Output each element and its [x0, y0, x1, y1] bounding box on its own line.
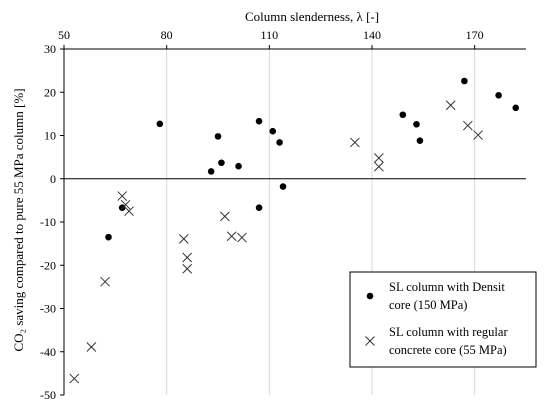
- regular-point-11: [237, 232, 247, 243]
- data-points: [69, 77, 520, 384]
- legend-marker-regular: [365, 336, 375, 346]
- x-tick-label-170: 170: [466, 28, 484, 42]
- densit-point-11: [279, 183, 287, 190]
- y-axis-title: CO₂ saving compared to pure 55 MPa colum…: [11, 88, 26, 351]
- regular-point-12: [350, 137, 360, 148]
- x-axis-title: Column slenderness, λ [-]: [245, 9, 379, 24]
- regular-point-3: [117, 191, 128, 201]
- densit-point-5: [218, 159, 225, 167]
- densit-point-6: [235, 162, 242, 170]
- legend-marker-densit: [366, 292, 374, 300]
- legend-circle-marker: [366, 292, 374, 300]
- regular-point-0: [69, 373, 80, 384]
- y-tick-label-0: 0: [50, 172, 56, 186]
- y-tick-label-10: 10: [44, 129, 56, 143]
- densit-point-0: [105, 233, 112, 241]
- densit-point-10: [276, 139, 283, 146]
- densit-point-4: [214, 133, 222, 140]
- densit-point-17: [512, 104, 520, 112]
- densit-point-2: [156, 120, 164, 128]
- densit-point-9: [269, 127, 277, 135]
- regular-point-2: [100, 276, 110, 287]
- regular-point-6: [178, 234, 189, 244]
- y-tick-label--40: -40: [40, 345, 56, 359]
- y-tick-label--10: -10: [40, 215, 56, 229]
- x-tick-label-50: 50: [58, 28, 70, 42]
- densit-point-16: [495, 91, 502, 99]
- x-tick-labels: 50 80 110 140 170: [58, 28, 484, 42]
- regular-point-13: [373, 153, 384, 163]
- densit-point-13: [413, 120, 420, 128]
- legend-label-densit-line2: core (150 MPa): [389, 298, 467, 312]
- regular-point-5: [124, 206, 134, 217]
- y-tick-label-30: 30: [44, 42, 56, 56]
- regular-point-16: [462, 120, 473, 131]
- regular-point-14: [373, 161, 384, 172]
- x-tick-label-140: 140: [363, 28, 381, 42]
- densit-point-14: [416, 137, 424, 144]
- regular-point-7: [182, 252, 193, 263]
- y-tick-label-20: 20: [44, 85, 56, 99]
- regular-point-1: [86, 342, 97, 352]
- y-tick-label--20: -20: [40, 258, 56, 272]
- densit-point-7: [255, 117, 263, 125]
- regular-point-9: [219, 211, 230, 222]
- regular-point-17: [473, 130, 483, 140]
- axes: [60, 45, 526, 396]
- densit-point-15: [461, 77, 468, 85]
- legend-box: [349, 271, 537, 368]
- regular-point-8: [182, 263, 193, 274]
- densit-point-12: [399, 111, 407, 119]
- regular-point-15: [445, 100, 456, 111]
- legend-label-regular-line1: SL column with regular: [389, 325, 508, 339]
- regular-point-4: [120, 199, 131, 210]
- legend-label-densit-line1: SL column with Densit: [389, 280, 505, 294]
- x-tick-label-80: 80: [161, 28, 173, 42]
- y-tick-label--30: -30: [40, 302, 56, 316]
- densit-point-8: [255, 204, 263, 212]
- legend-x-marker: [365, 336, 375, 346]
- regular-point-10: [226, 231, 237, 242]
- y-tick-labels: 30 20 10 0 -10 -20 -30 -40 -50: [40, 42, 56, 402]
- x-tick-label-110: 110: [261, 28, 279, 42]
- legend-label-regular-line2: concrete core (55 MPa): [389, 343, 507, 357]
- y-tick-label--50: -50: [40, 388, 56, 402]
- legend: SL column with Densit core (150 MPa) SL …: [349, 271, 537, 368]
- densit-point-3: [207, 168, 215, 175]
